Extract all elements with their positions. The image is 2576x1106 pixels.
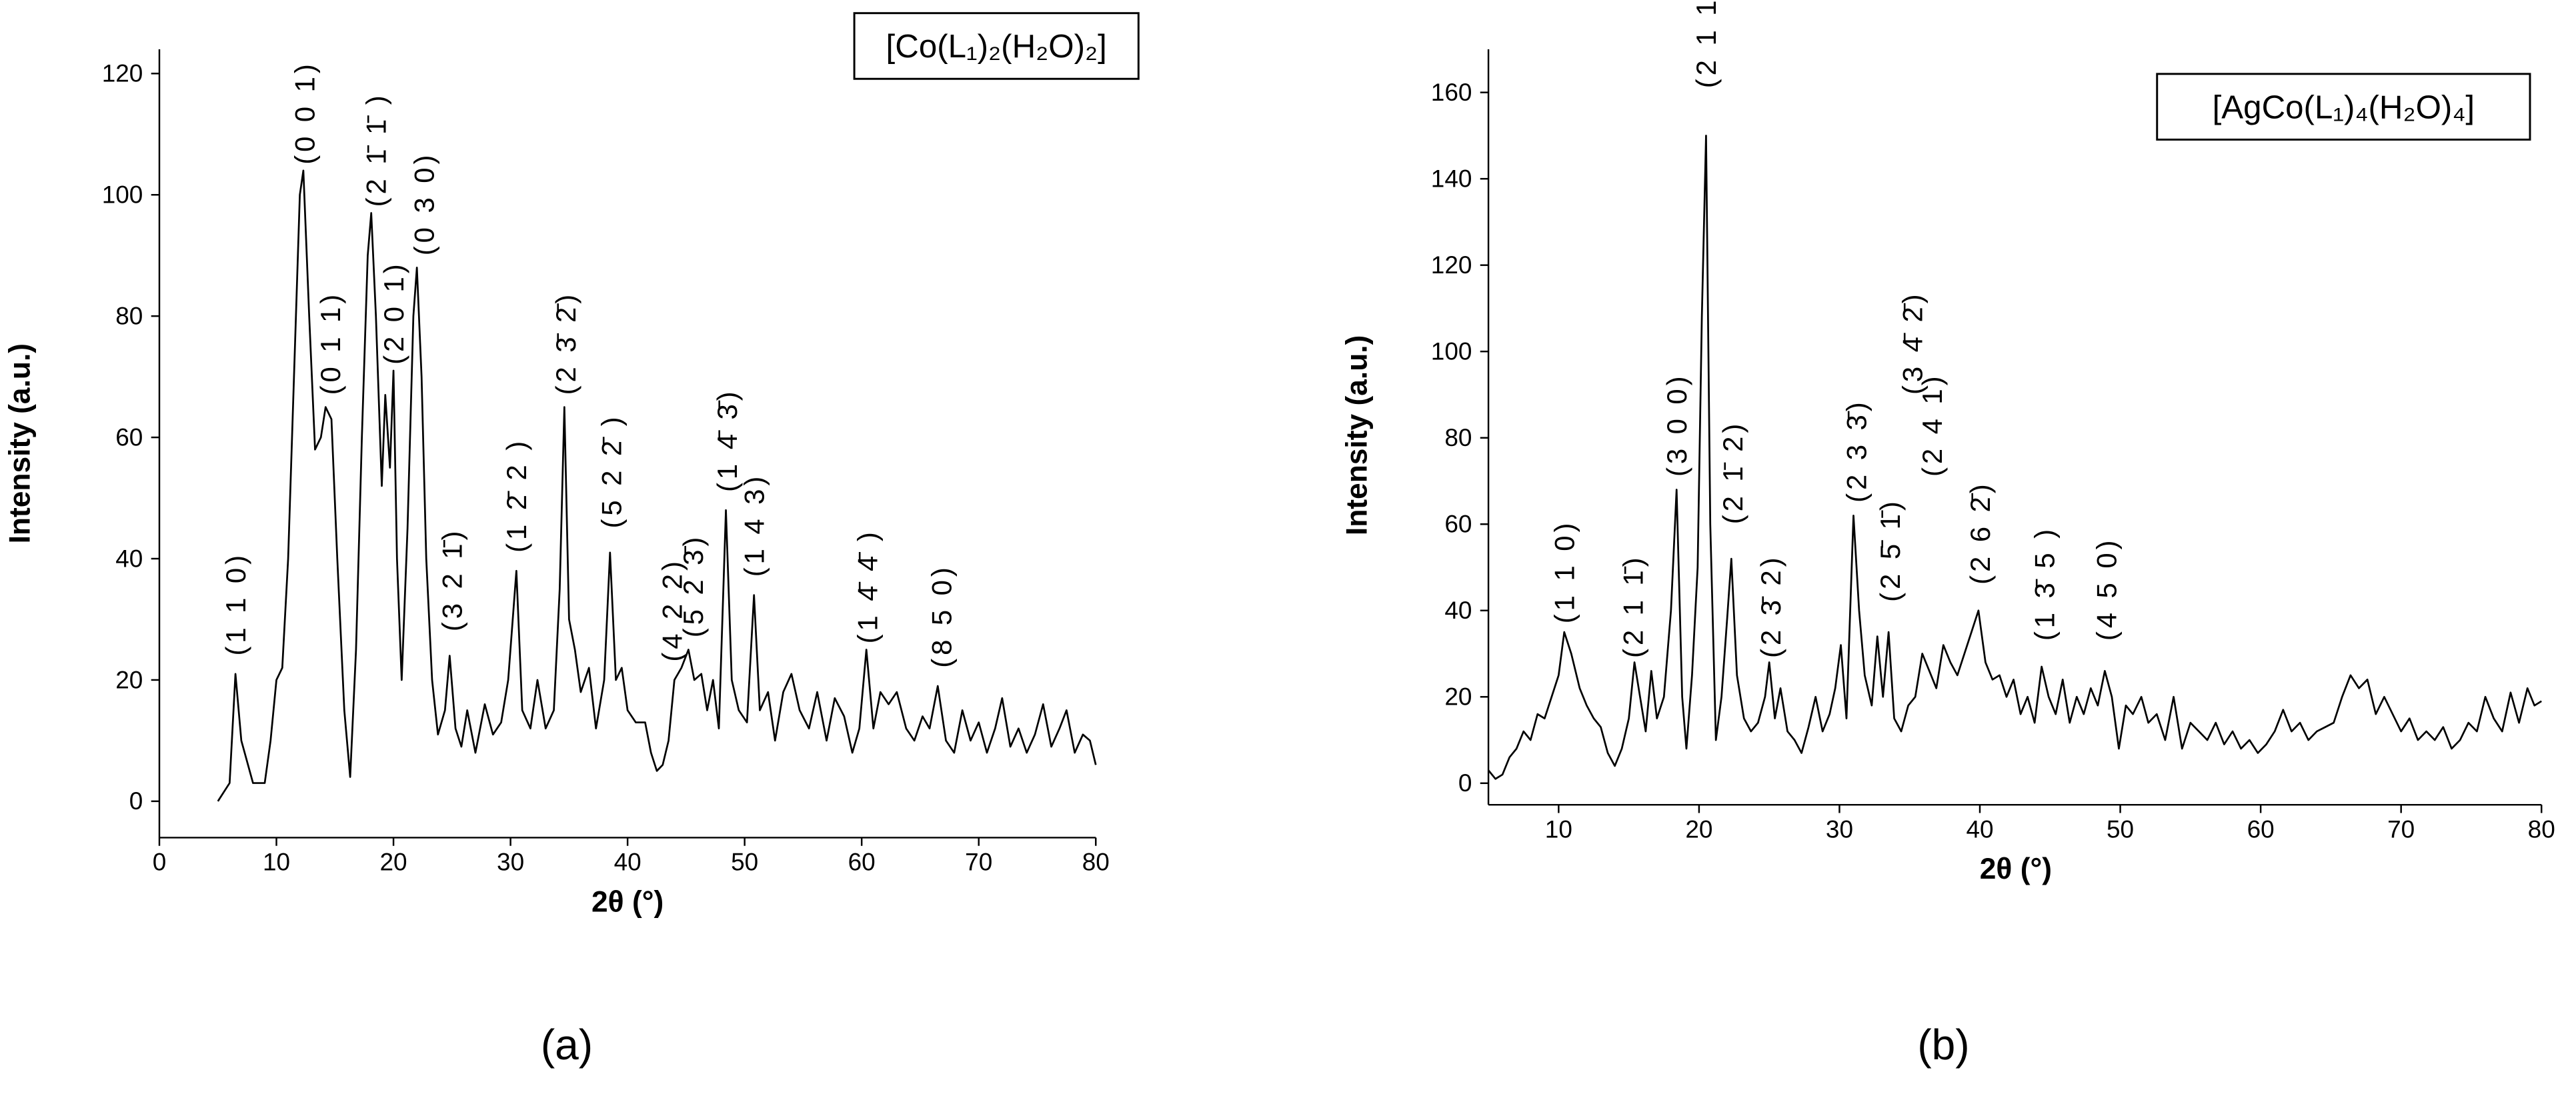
peak-label: (3 4̄ 2̄)	[1897, 291, 1928, 395]
x-tick-label: 70	[2387, 815, 2415, 843]
peak-label: (1 2̄ 2 )	[501, 438, 532, 553]
y-tick-label: 40	[1444, 597, 1472, 624]
x-tick-label: 0	[153, 849, 167, 876]
x-tick-label: 60	[848, 849, 876, 876]
x-tick-label: 30	[497, 849, 524, 876]
x-tick-label: 20	[1685, 815, 1712, 843]
peak-label: (3 0 0)	[1661, 373, 1692, 477]
x-tick-label: 70	[965, 849, 992, 876]
peak-label: (1 4 3)	[738, 473, 770, 577]
y-tick-label: 100	[1431, 338, 1472, 365]
peak-label: (0 1 1)	[315, 291, 346, 395]
y-tick-label: 80	[1444, 424, 1472, 451]
subplot-label: (b)	[1917, 1021, 1969, 1069]
legend-box	[2156, 73, 2531, 141]
peak-label: (8 5 0)	[926, 564, 957, 668]
peak-label: (1 4̄ 4̄ )	[852, 529, 884, 643]
y-tick-label: 60	[1444, 511, 1472, 538]
y-tick-label: 60	[115, 423, 143, 451]
x-tick-label: 80	[2528, 815, 2555, 843]
peak-label: (5 2 2̄ )	[595, 413, 627, 528]
x-tick-label: 20	[380, 849, 407, 876]
x-tick-label: 40	[1966, 815, 1993, 843]
peak-label: (2 1 1)	[1690, 0, 1722, 88]
peak-label: (4 5 0)	[2091, 537, 2122, 641]
peak-label: (0 0 1)	[289, 61, 320, 165]
peak-label: (2 1̄ 1̄ )	[361, 92, 392, 207]
peak-label: (2 3̄ 2)	[1755, 554, 1786, 658]
x-tick-label: 30	[1826, 815, 1853, 843]
peak-label: (2 1̄ 2)	[1717, 421, 1748, 525]
peak-label: (2 5̄ 1̄)	[1874, 498, 1906, 602]
peak-label: (3 2 1̄)	[437, 528, 468, 632]
legend-box	[853, 12, 1140, 80]
peak-label: (1 1 0)	[220, 552, 251, 656]
data-line	[1488, 135, 2542, 780]
peak-label: (2 3̄ 2̄)	[550, 291, 581, 395]
y-axis-label: Intensity (a.u.)	[1341, 335, 1374, 535]
peak-label: (2 1 1̄)	[1618, 554, 1649, 658]
legend-text: [Co(L₁)₂(H₂O)₂]	[886, 28, 1107, 65]
subplot-label: (a)	[541, 1021, 593, 1069]
y-tick-label: 120	[1431, 251, 1472, 279]
y-tick-label: 40	[115, 545, 143, 572]
y-tick-label: 160	[1431, 79, 1472, 106]
x-tick-label: 80	[1082, 849, 1110, 876]
data-line	[217, 169, 1097, 802]
x-tick-label: 40	[614, 849, 641, 876]
y-tick-label: 100	[102, 181, 143, 209]
peak-label: (2 4 1)	[1916, 373, 1948, 477]
x-tick-label: 60	[2247, 815, 2275, 843]
x-axis-label: 2θ (°)	[591, 885, 664, 918]
peak-label: (2 6 2̄)	[1965, 481, 1996, 585]
x-tick-label: 10	[263, 849, 290, 876]
legend-text: [AgCo(L₁)₄(H₂O)₄]	[2213, 89, 2475, 125]
y-tick-label: 0	[129, 787, 143, 815]
y-axis-label: Intensity (a.u.)	[3, 343, 36, 543]
y-tick-label: 20	[1444, 683, 1472, 711]
y-tick-label: 140	[1431, 165, 1472, 193]
peak-label: (4 2 2)	[657, 558, 688, 662]
peak-label: (2 0 1)	[378, 261, 409, 365]
peak-label: (2 3 3̄)	[1841, 399, 1872, 503]
peak-label: (5 2 3̄)	[678, 534, 709, 638]
x-axis-label: 2θ (°)	[1980, 853, 2052, 885]
y-tick-label: 0	[1458, 769, 1472, 797]
y-tick-label: 80	[115, 302, 143, 329]
peak-label: (1 3̄ 5 )	[2029, 526, 2061, 641]
peak-label: (1 1 0)	[1549, 520, 1580, 624]
peak-label: (1 4̄ 3̄)	[712, 388, 743, 492]
y-tick-label: 20	[115, 666, 143, 693]
y-tick-label: 120	[102, 60, 143, 87]
x-tick-label: 50	[2107, 815, 2134, 843]
x-tick-label: 50	[731, 849, 758, 876]
peak-label: (0 3 0)	[408, 152, 439, 256]
x-tick-label: 10	[1545, 815, 1572, 843]
